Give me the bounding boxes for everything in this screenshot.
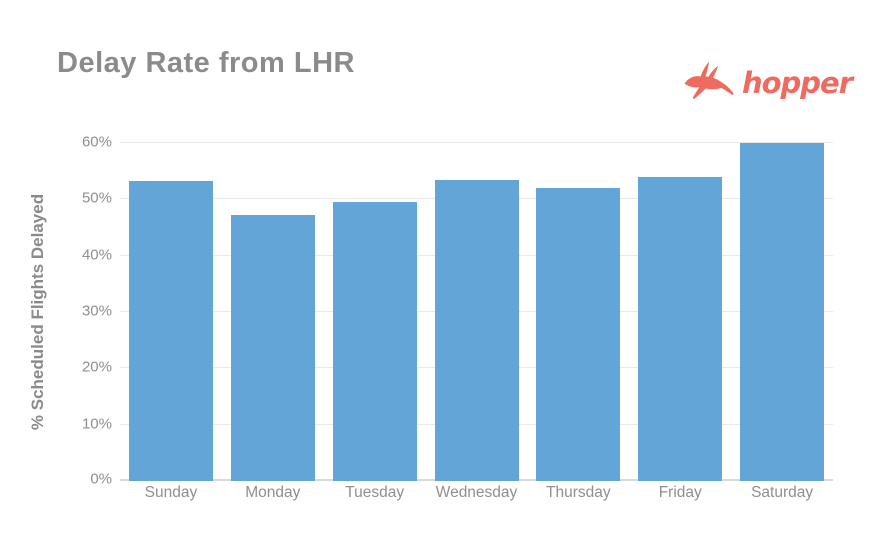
bar-slot [324, 143, 426, 481]
x-tick-label: Monday [245, 484, 301, 501]
y-tick-label: 0% [90, 470, 112, 488]
plot-area: 0% 10% 20% 30% 40% 50% 60% [82, 134, 833, 488]
hopper-rabbit-icon [682, 56, 738, 111]
bar-thursday [536, 188, 621, 481]
y-axis-title: % Scheduled Flights Delayed [28, 193, 47, 431]
y-tick-label: 60% [81, 133, 112, 151]
bar-wednesday [434, 179, 519, 481]
bar-sunday [128, 181, 213, 481]
page-title: Delay Rate from LHR [57, 47, 355, 79]
bar-tuesday [332, 201, 417, 481]
bar-slot [527, 143, 629, 481]
bar-slot [222, 143, 324, 481]
gridline: 60% [82, 134, 833, 151]
x-tick-label: Friday [658, 484, 702, 501]
bar-slot [120, 143, 222, 481]
y-tick-label: 50% [81, 189, 112, 207]
x-tick-label: Wednesday [435, 484, 518, 501]
bar-monday [230, 214, 315, 481]
hopper-wordmark: hopper [741, 66, 853, 100]
x-tick-label: Tuesday [345, 484, 405, 501]
bar-slot [731, 143, 833, 481]
y-tick-label: 20% [81, 358, 112, 376]
x-tick-label: Thursday [546, 484, 611, 501]
bar-slot [426, 143, 528, 481]
x-axis-labels: Sunday Monday Tuesday Wednesday Thursday Frid… [120, 484, 833, 502]
bar-slot [629, 143, 731, 481]
bar-friday [638, 176, 723, 481]
bar-saturday [740, 143, 825, 481]
y-tick-label: 10% [81, 415, 112, 433]
y-tick-label: 40% [81, 246, 112, 264]
hopper-logo: hopper [682, 56, 853, 111]
y-tick-label: 30% [81, 302, 112, 320]
bar-group [120, 143, 833, 481]
x-tick-label: Saturday [751, 484, 814, 501]
x-tick-label: Sunday [144, 484, 198, 501]
